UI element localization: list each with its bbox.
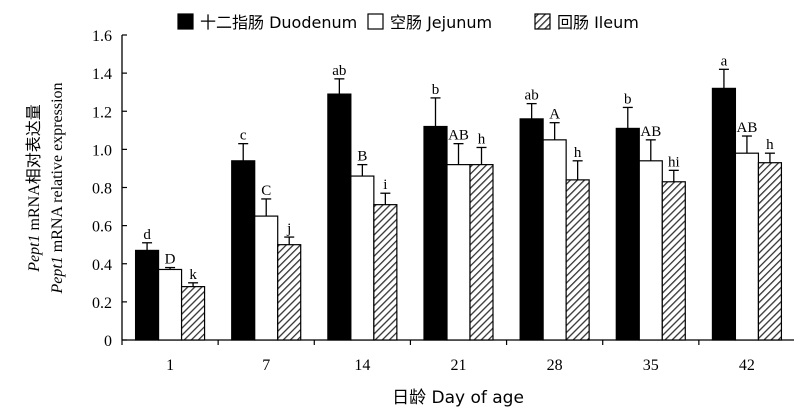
y-tick-label: 0.2 bbox=[92, 295, 112, 312]
bar bbox=[350, 175, 375, 341]
bar bbox=[231, 160, 256, 341]
significance-letter: i bbox=[383, 177, 387, 193]
x-tick-label: 35 bbox=[643, 357, 659, 374]
legend: 十二指肠 Duodenum 空肠 Jejunum 回肠 Ileum bbox=[177, 13, 639, 32]
bar bbox=[277, 244, 302, 341]
bar bbox=[519, 118, 544, 341]
significance-letter: ab bbox=[332, 63, 346, 79]
y-axis-title-chinese: Pept1 mRNA相对表达量 bbox=[25, 104, 43, 273]
bar bbox=[446, 164, 471, 341]
bar bbox=[757, 162, 783, 341]
bar bbox=[565, 179, 590, 341]
significance-letter: c bbox=[240, 128, 247, 144]
y-tick-label: 1.4 bbox=[92, 66, 112, 83]
x-tick-label: 28 bbox=[547, 357, 563, 374]
bar bbox=[469, 164, 494, 341]
x-tick-label: 14 bbox=[354, 357, 370, 374]
bar bbox=[254, 215, 279, 341]
significance-letter: h bbox=[766, 137, 774, 153]
bar bbox=[661, 181, 686, 341]
significance-letter: B bbox=[357, 149, 367, 165]
legend-swatch bbox=[367, 13, 384, 30]
significance-letter: D bbox=[165, 252, 176, 268]
x-axis-title: 日龄 Day of age bbox=[392, 388, 524, 408]
bar bbox=[180, 286, 206, 341]
significance-letter: AB bbox=[737, 120, 758, 136]
x-tick-label: 42 bbox=[739, 357, 755, 374]
y-tick-label: 0.6 bbox=[92, 219, 112, 236]
x-tick-label: 21 bbox=[451, 357, 467, 374]
bar bbox=[327, 93, 352, 341]
y-axis-title-english: Pept1 mRNA relative expression bbox=[49, 82, 66, 294]
y-tick-label: 1.2 bbox=[92, 104, 112, 121]
x-tick-label: 7 bbox=[262, 357, 270, 374]
significance-letter: AB bbox=[448, 128, 469, 144]
y-tick-label: 0 bbox=[104, 333, 112, 350]
y-tick-label: 1.6 bbox=[92, 28, 112, 45]
bar bbox=[134, 249, 160, 341]
significance-letter: hi bbox=[668, 154, 680, 170]
y-axis-title-chinese-gene: Pept1 bbox=[26, 234, 43, 272]
significance-letter: k bbox=[189, 267, 197, 283]
significance-letter: C bbox=[261, 183, 271, 199]
y-tick-label: 0.4 bbox=[92, 257, 112, 274]
legend-swatch bbox=[177, 13, 194, 30]
y-axis-title-english-rest: mRNA relative expression bbox=[49, 82, 66, 256]
bar bbox=[157, 268, 183, 341]
bar bbox=[638, 160, 663, 341]
y-axis-title-english-gene: Pept1 bbox=[49, 256, 66, 294]
significance-letter: a bbox=[721, 53, 728, 69]
bars: d c ab b ab b a D C B AB A AB AB k j i h h hi h bbox=[134, 53, 783, 341]
significance-letter: h bbox=[478, 131, 486, 147]
x-tick-label: 1 bbox=[166, 357, 174, 374]
bar bbox=[542, 139, 567, 341]
axes: 0 0.2 0.4 0.6 0.8 1.0 1.2 1.4 1.6 1 7 14 21 28 35 42 bbox=[92, 28, 794, 374]
y-tick-label: 1.0 bbox=[92, 142, 112, 159]
legend-swatch bbox=[534, 13, 551, 30]
bar bbox=[373, 204, 398, 341]
bar bbox=[734, 152, 760, 341]
significance-letter: b bbox=[624, 91, 632, 107]
legend-label: 空肠 Jejunum bbox=[390, 13, 492, 32]
legend-label: 回肠 Ileum bbox=[557, 13, 639, 32]
y-tick-label: 0.8 bbox=[92, 181, 112, 198]
bar bbox=[711, 87, 737, 341]
legend-label: 十二指肠 Duodenum bbox=[200, 13, 357, 32]
bar bbox=[615, 127, 640, 341]
significance-letter: b bbox=[432, 82, 440, 98]
y-axis-title-chinese-rest: mRNA相对表达量 bbox=[25, 104, 43, 234]
significance-letter: ab bbox=[525, 88, 539, 104]
significance-letter: h bbox=[574, 145, 582, 161]
significance-letter: AB bbox=[640, 124, 661, 140]
significance-letter: A bbox=[549, 107, 560, 123]
significance-letter: d bbox=[143, 227, 151, 243]
significance-letter: j bbox=[286, 221, 291, 237]
bar bbox=[423, 125, 448, 341]
